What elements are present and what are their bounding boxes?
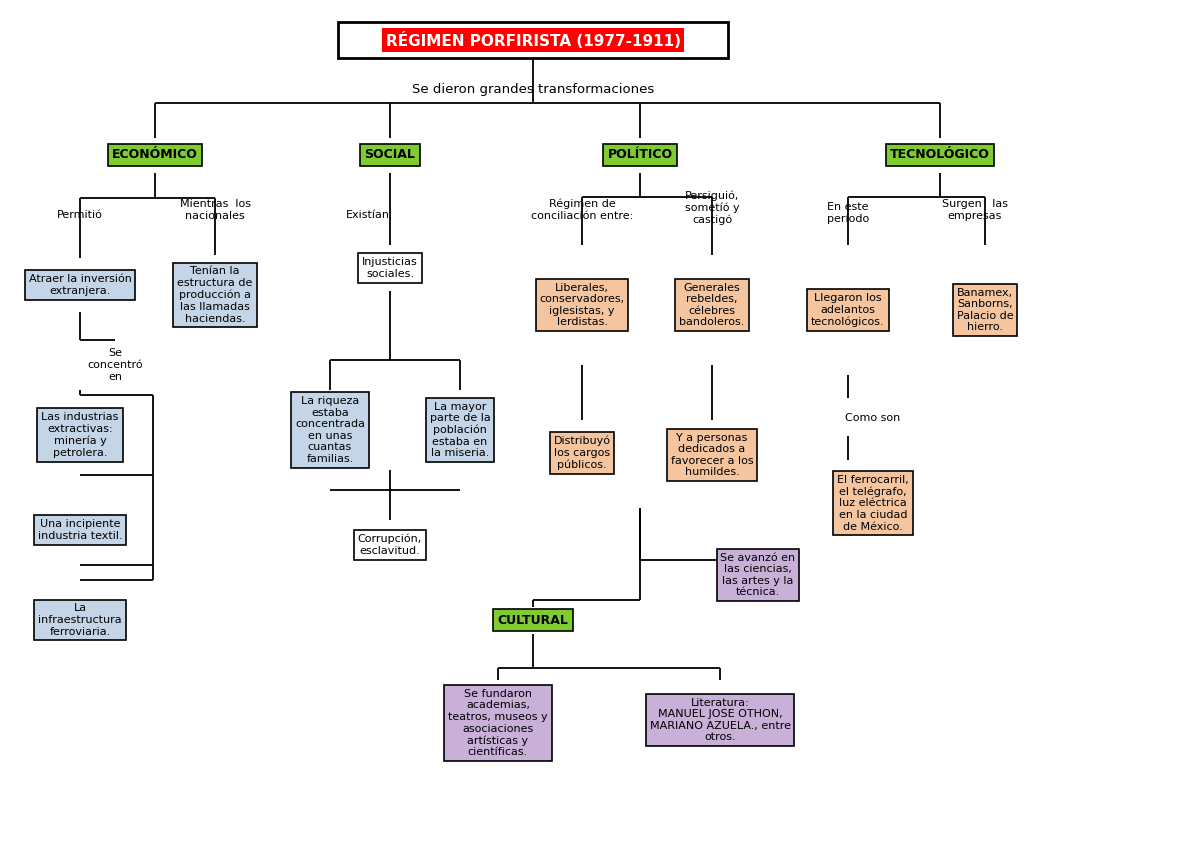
Text: Corrupción,
esclavitud.: Corrupción, esclavitud.	[358, 534, 422, 556]
Text: Permitió: Permitió	[58, 210, 103, 220]
Text: Injusticias
sociales.: Injusticias sociales.	[362, 257, 418, 279]
Text: Generales
rebeldes,
célebres
bandoleros.: Generales rebeldes, célebres bandoleros.	[679, 282, 745, 327]
Text: Banamex,
Sanborns,
Palacio de
hierro.: Banamex, Sanborns, Palacio de hierro.	[956, 287, 1013, 332]
Text: Llegaron los
adelantos
tecnológicos.: Llegaron los adelantos tecnológicos.	[811, 293, 884, 326]
Text: Literatura:
MANUEL JOSE OTHON,
MARIANO AZUELA., entre
otros.: Literatura: MANUEL JOSE OTHON, MARIANO A…	[649, 698, 791, 742]
Text: Las industrias
extractivas:
minería y
petrolera.: Las industrias extractivas: minería y pe…	[41, 412, 119, 458]
Text: Se fundaron
academias,
teatros, museos y
asociaciones
artísticas y
científicas.: Se fundaron academias, teatros, museos y…	[448, 689, 548, 757]
Text: Existían: Existían	[346, 210, 390, 220]
Text: Liberales,
conservadores,
iglesistas, y
lerdistas.: Liberales, conservadores, iglesistas, y …	[540, 282, 624, 327]
Text: Como son: Como son	[845, 413, 901, 423]
Text: La mayor
parte de la
población
estaba en
la miseria.: La mayor parte de la población estaba en…	[430, 401, 491, 459]
Text: CULTURAL: CULTURAL	[498, 613, 569, 627]
Text: Régimen de
conciliación entre:: Régimen de conciliación entre:	[530, 199, 634, 221]
Text: Persiguió,
sometíó y
castigó: Persiguió, sometíó y castigó	[685, 191, 739, 226]
Text: La
infraestructura
ferroviaria.: La infraestructura ferroviaria.	[38, 604, 122, 637]
Text: Mientras  los
nacionales: Mientras los nacionales	[180, 199, 251, 220]
Text: POLÍTICO: POLÍTICO	[607, 148, 672, 161]
Text: Distribuyó
los cargos
públicos.: Distribuyó los cargos públicos.	[553, 436, 611, 470]
Text: El ferrocarril,
el telégrafo,
luz eléctrica
en la ciudad
de México.: El ferrocarril, el telégrafo, luz eléctr…	[838, 475, 908, 532]
FancyBboxPatch shape	[338, 22, 728, 58]
Text: TECNOLÓGICO: TECNOLÓGICO	[890, 148, 990, 161]
Text: Y a personas
dedicados a
favorecer a los
humildes.: Y a personas dedicados a favorecer a los…	[671, 432, 754, 477]
Text: La riqueza
estaba
concentrada
en unas
cuantas
familias.: La riqueza estaba concentrada en unas cu…	[295, 396, 365, 464]
Text: ECONÓMICO: ECONÓMICO	[112, 148, 198, 161]
Text: Se
concentró
en: Se concentró en	[88, 349, 143, 382]
Text: Tenían la
estructura de
producción a
las llamadas
haciendas.: Tenían la estructura de producción a las…	[178, 266, 253, 323]
Text: En este
período: En este período	[827, 202, 869, 224]
Text: Se dieron grandes transformaciones: Se dieron grandes transformaciones	[412, 83, 654, 97]
Text: Atraer la inversión
extranjera.: Atraer la inversión extranjera.	[29, 274, 132, 296]
Text: RÉGIMEN PORFIRISTA (1977-1911): RÉGIMEN PORFIRISTA (1977-1911)	[385, 31, 680, 48]
Text: SOCIAL: SOCIAL	[365, 148, 415, 161]
Text: Surgen   las
empresas: Surgen las empresas	[942, 199, 1008, 220]
Text: Se avanzó en
las ciencias,
las artes y la
técnica.: Se avanzó en las ciencias, las artes y l…	[720, 553, 796, 597]
Text: Una incipiente
industria textil.: Una incipiente industria textil.	[37, 519, 122, 541]
